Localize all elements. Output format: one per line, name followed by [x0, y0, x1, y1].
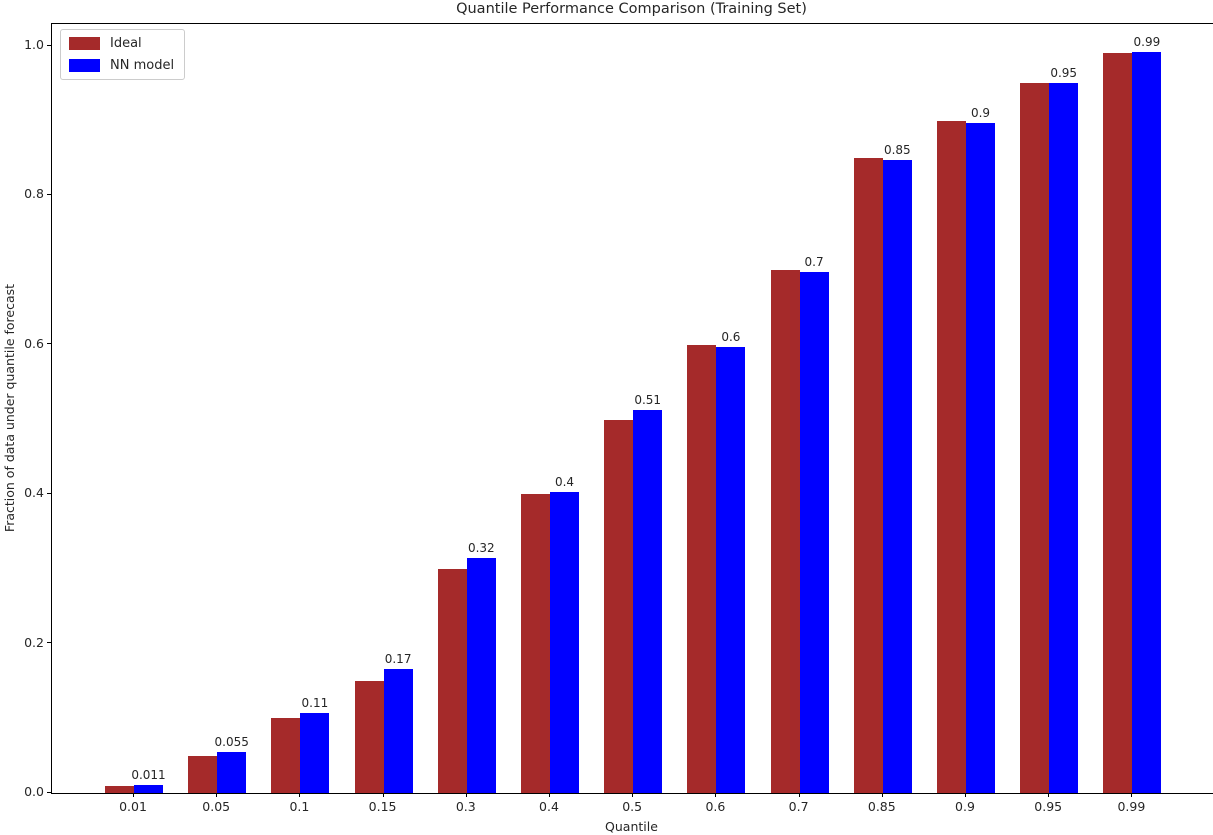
x-tick-label: 0.95	[1034, 799, 1063, 814]
x-tick-label: 0.15	[368, 799, 397, 814]
y-axis-label: Fraction of data under quantile forecast	[2, 283, 17, 533]
bar-value-label: 0.6	[721, 330, 741, 345]
bar-value-label: 0.17	[384, 651, 412, 666]
bar-ideal-0.7	[770, 270, 800, 793]
bar-value-label: 0.011	[131, 767, 166, 782]
x-tick-label: 0.9	[955, 799, 975, 814]
legend-item-nn-model: NN model	[69, 58, 174, 73]
bar-nn-0.95	[1049, 82, 1079, 793]
bar-ideal-0.95	[1020, 83, 1050, 793]
y-tick-mark	[47, 193, 51, 195]
x-tick-mark	[715, 793, 717, 797]
legend-label: Ideal	[110, 36, 142, 51]
x-tick-mark	[549, 793, 550, 797]
y-tick-mark	[47, 791, 51, 793]
y-tick-label: 1.0	[24, 37, 44, 52]
bar-nn-0.85	[882, 160, 912, 793]
y-tick-label: 0.2	[24, 634, 44, 650]
legend-item-ideal: Ideal	[69, 36, 174, 51]
plot-area: 0.011 0.055 0.11 0.17 0.32 0.4 0.51 0.6 0.7 0.85 0…	[51, 23, 1213, 794]
bar-ideal-0.1	[271, 718, 301, 793]
bar-nn-0.05	[217, 751, 247, 793]
x-tick-label: 0.85	[867, 799, 896, 814]
bar-nn-0.6	[716, 347, 746, 793]
x-tick-label: 0.5	[622, 799, 643, 814]
bar-nn-0.7	[799, 271, 829, 793]
y-tick-mark	[47, 343, 51, 345]
bar-nn-0.15	[383, 668, 413, 793]
bar-nn-0.3	[466, 557, 496, 793]
bar-value-label: 0.99	[1133, 34, 1161, 49]
bar-value-label: 0.85	[883, 143, 911, 158]
x-tick-label: 0.6	[705, 799, 726, 814]
x-tick-label: 0.1	[289, 799, 310, 814]
x-tick-label: 0.4	[539, 799, 559, 814]
bar-value-label: 0.7	[804, 254, 824, 269]
bar-ideal-0.6	[687, 344, 717, 793]
bar-nn-0.9	[966, 122, 995, 793]
legend: Ideal NN model	[60, 29, 186, 80]
x-tick-mark	[965, 793, 966, 797]
x-tick-mark	[798, 793, 800, 797]
bar-ideal-0.05	[188, 755, 218, 793]
bar-ideal-0.85	[853, 158, 883, 793]
x-axis-label: Quantile	[605, 819, 658, 834]
bar-ideal-0.5	[604, 419, 634, 793]
chart-title: Quantile Performance Comparison (Trainin…	[456, 1, 807, 17]
x-tick-mark	[216, 793, 218, 797]
bar-value-label: 0.055	[214, 734, 249, 749]
bar-ideal-0.3	[437, 568, 467, 793]
y-tick-label: 0.0	[24, 784, 44, 799]
bar-nn-0.01	[134, 784, 163, 793]
x-tick-mark	[299, 793, 301, 797]
bar-ideal-0.15	[354, 680, 384, 793]
x-tick-mark	[1048, 793, 1050, 797]
legend-swatch-icon	[69, 59, 100, 72]
y-tick-label: 0.8	[24, 186, 44, 202]
x-tick-label: 0.3	[455, 799, 476, 814]
bar-value-label: 0.9	[970, 105, 991, 120]
legend-label: NN model	[110, 58, 175, 73]
x-tick-mark	[465, 793, 467, 797]
bar-value-label: 0.95	[1050, 65, 1078, 80]
bar-ideal-0.01	[105, 785, 134, 793]
x-tick-label: 0.99	[1117, 799, 1146, 814]
y-tick-mark	[47, 44, 51, 46]
x-tick-label: 0.05	[202, 799, 231, 814]
legend-swatch-icon	[69, 37, 100, 50]
bar-nn-0.4	[550, 491, 579, 793]
bar-ideal-0.4	[521, 494, 550, 793]
bar-value-label: 0.4	[554, 474, 575, 489]
bar-nn-0.1	[300, 713, 330, 793]
bar-ideal-0.9	[937, 120, 966, 793]
bar-nn-0.99	[1132, 51, 1162, 793]
bar-value-label: 0.32	[467, 540, 495, 555]
bar-value-label: 0.11	[301, 696, 329, 711]
y-tick-label: 0.4	[24, 485, 44, 501]
y-tick-mark	[47, 642, 51, 644]
y-tick-label: 0.6	[24, 335, 44, 351]
bar-value-label: 0.51	[634, 392, 662, 407]
x-tick-label: 0.7	[788, 799, 809, 814]
bar-ideal-0.99	[1103, 53, 1133, 793]
x-tick-mark	[632, 793, 634, 797]
x-tick-label: 0.01	[119, 799, 147, 814]
y-tick-mark	[47, 492, 51, 494]
x-tick-mark	[133, 793, 134, 797]
x-tick-mark	[1131, 793, 1133, 797]
bar-nn-0.5	[633, 409, 663, 793]
x-tick-mark	[881, 793, 883, 797]
x-tick-mark	[382, 793, 384, 797]
